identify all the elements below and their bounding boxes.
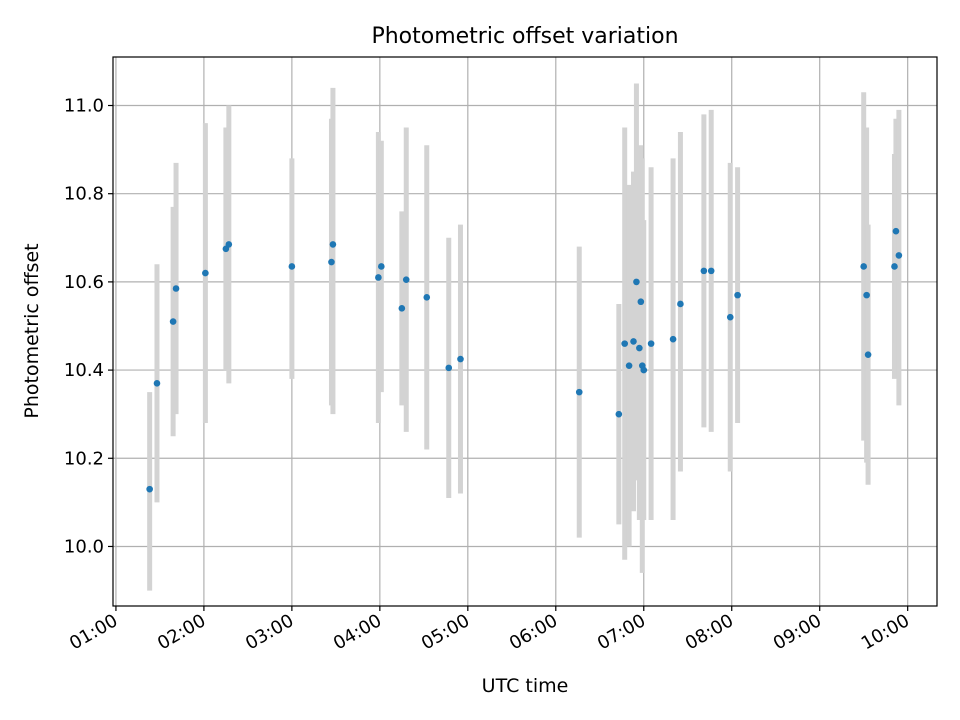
x-tick-label: 01:00 — [66, 610, 121, 654]
data-point — [575, 388, 583, 396]
grid — [113, 57, 937, 606]
data-point — [398, 305, 406, 312]
y-tick-label: 10.6 — [64, 272, 104, 293]
x-tick-label: 08:00 — [682, 610, 737, 654]
data-point — [445, 364, 453, 372]
data-point — [402, 276, 410, 283]
data-point — [669, 335, 677, 343]
data-point — [891, 263, 898, 270]
data-point — [647, 340, 655, 347]
y-axis-label: Photometric offset — [21, 243, 43, 418]
data-point — [633, 278, 640, 286]
data-point — [707, 267, 715, 275]
data-point — [328, 258, 335, 266]
data-point — [329, 241, 337, 248]
data-point — [700, 267, 708, 275]
data-point — [863, 291, 870, 299]
data-point — [172, 285, 180, 292]
x-tick-label: 05:00 — [418, 610, 473, 654]
data-point — [734, 291, 741, 299]
data-point — [423, 294, 431, 301]
error-bars — [147, 83, 902, 591]
x-axis-ticks: 01:00 02:00 03:00 04:00 05:00 06:00 07:00 08:00… — [66, 606, 913, 654]
x-tick-label: 04:00 — [330, 610, 385, 654]
data-point — [625, 362, 633, 369]
chart-title: Photometric offset variation — [371, 24, 678, 49]
data-point — [726, 313, 734, 321]
data-point — [615, 410, 623, 418]
data-point — [864, 351, 872, 358]
data-point — [378, 263, 385, 270]
data-point — [153, 380, 161, 387]
y-tick-label: 10.8 — [64, 184, 104, 205]
x-tick-label: 09:00 — [770, 610, 825, 654]
data-point — [225, 241, 233, 248]
data-markers — [146, 227, 903, 493]
data-point — [457, 355, 464, 363]
data-point — [202, 269, 209, 277]
x-tick-label: 07:00 — [594, 610, 649, 654]
y-tick-label: 10.4 — [64, 360, 104, 381]
data-point — [375, 274, 382, 281]
y-tick-label: 10.0 — [64, 536, 104, 557]
data-point — [288, 263, 296, 270]
y-tick-label: 11.0 — [64, 96, 104, 117]
data-point — [636, 344, 643, 352]
data-point — [630, 338, 637, 345]
y-tick-label: 10.2 — [64, 448, 104, 469]
x-tick-label: 02:00 — [154, 610, 209, 654]
x-tick-label: 10:00 — [858, 610, 913, 654]
data-point — [640, 366, 648, 374]
data-point — [637, 298, 645, 306]
data-point — [146, 485, 153, 493]
x-axis-label: UTC time — [482, 675, 569, 697]
data-point — [621, 340, 629, 347]
data-point — [892, 227, 900, 235]
data-point — [860, 263, 867, 270]
plot-frame — [112, 56, 938, 607]
data-point — [169, 318, 177, 325]
y-axis-ticks: 10.0 10.2 10.4 10.6 10.8 11.0 — [64, 96, 113, 557]
data-point — [895, 252, 903, 259]
data-point — [677, 300, 684, 308]
x-tick-label: 06:00 — [506, 610, 561, 654]
x-tick-label: 03:00 — [242, 610, 297, 654]
